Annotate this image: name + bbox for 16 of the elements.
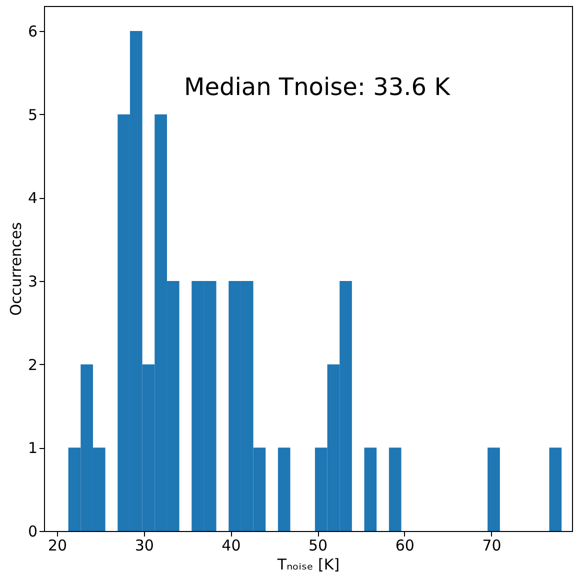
annotation: Median Tnoise: 33.6 K: [184, 73, 452, 101]
x-tick-label: 30: [134, 536, 154, 554]
y-tick-label: 1: [28, 439, 38, 458]
x-axis-title: Tₙₒᵢₛₑ [K]: [276, 556, 340, 574]
y-tick-label: 3: [28, 272, 38, 290]
y-tick-label: 5: [28, 106, 38, 124]
y-tick-label: 4: [28, 189, 38, 208]
y-tick-label: 2: [28, 356, 38, 374]
y-axis-title: Occurrences: [6, 222, 25, 316]
y-tick-label: 0: [28, 522, 38, 540]
y-tick-label: 6: [28, 22, 38, 40]
x-tick-label: 70: [482, 536, 502, 554]
x-tick-label: 50: [308, 536, 328, 554]
x-tick-label: 20: [48, 536, 68, 554]
x-tick-label: 40: [222, 536, 241, 554]
x-tick-label: 60: [395, 536, 414, 554]
